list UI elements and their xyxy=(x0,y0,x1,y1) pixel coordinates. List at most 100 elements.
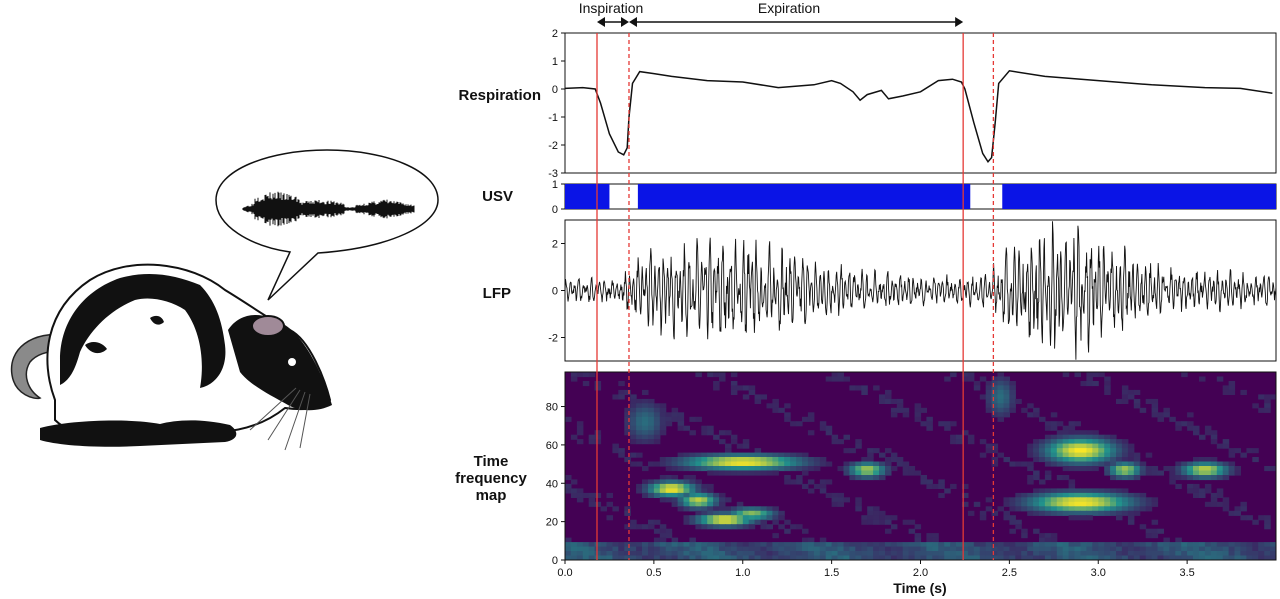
heatmap-cell xyxy=(1068,497,1076,503)
heatmap-cell xyxy=(659,528,667,534)
heatmap-cell xyxy=(594,546,602,552)
heatmap-cell xyxy=(1033,407,1040,413)
heatmap-cell xyxy=(713,510,720,516)
heatmap-cell xyxy=(1050,461,1058,467)
heatmap-cell xyxy=(648,492,655,498)
heatmap-cell xyxy=(944,551,951,557)
heatmap-cell xyxy=(648,551,655,557)
heatmap-cell xyxy=(653,542,661,548)
heatmap-cell xyxy=(707,492,714,498)
heatmap-cell xyxy=(748,452,756,458)
heatmap-cell xyxy=(754,398,762,404)
heatmap-cell xyxy=(926,542,933,548)
heatmap-cell xyxy=(707,452,714,458)
heatmap-cell xyxy=(1234,466,1241,472)
heatmap-cell xyxy=(1110,555,1117,560)
heatmap-cell xyxy=(914,546,922,552)
heatmap-cell xyxy=(1086,492,1093,498)
heatmap-cell xyxy=(695,555,702,560)
heatmap-cell xyxy=(1157,412,1164,418)
heatmap-cell xyxy=(1015,398,1022,404)
heatmap-cell xyxy=(1110,457,1117,463)
heatmap-cell xyxy=(1003,515,1010,521)
heatmap-cell xyxy=(1181,461,1188,467)
heatmap-cell xyxy=(730,515,738,521)
heatmap-cell xyxy=(967,555,975,560)
heatmap-cell xyxy=(1116,542,1123,548)
heatmap-cell xyxy=(1121,497,1129,503)
heatmap-cell xyxy=(1240,452,1247,458)
heatmap-cell xyxy=(1240,506,1247,512)
heatmap-cell xyxy=(1009,385,1016,391)
heatmap-cell xyxy=(1039,439,1046,445)
heatmap-cell xyxy=(1228,448,1236,454)
heatmap-cell xyxy=(1210,461,1218,467)
heatmap-cell xyxy=(1056,555,1064,560)
heatmap-cell xyxy=(1050,488,1058,494)
heatmap-cell xyxy=(1110,501,1117,507)
heatmap-cell xyxy=(1210,555,1218,560)
heatmap-cell xyxy=(636,412,643,418)
heatmap-cell xyxy=(754,519,762,525)
heatmap-cell xyxy=(730,510,738,516)
heatmap-cell xyxy=(665,457,673,463)
heatmap-cell xyxy=(576,421,584,427)
heatmap-cell xyxy=(1187,475,1194,481)
heatmap-cell xyxy=(902,466,910,472)
heatmap-cell xyxy=(1074,497,1081,503)
heatmap-cell xyxy=(565,537,572,543)
respiration-panel: Respiration 210-1-2-3 xyxy=(458,28,1277,180)
heatmap-cell xyxy=(636,407,643,413)
heatmap-cell xyxy=(576,555,584,560)
heatmap-cell xyxy=(1252,448,1259,454)
heatmap-cell xyxy=(1092,555,1099,560)
heatmap-cell xyxy=(748,457,756,463)
x-axis-label: Time (s) xyxy=(893,580,946,596)
heatmap-cell xyxy=(1210,430,1218,436)
heatmap-cell xyxy=(1068,510,1076,516)
heatmap-cell xyxy=(772,398,779,404)
heatmap-cell xyxy=(636,425,643,431)
heatmap-cell xyxy=(1145,542,1153,548)
heatmap-cell xyxy=(653,519,661,525)
heatmap-cell xyxy=(742,515,750,521)
heatmap-cell xyxy=(962,555,969,560)
heatmap-cell xyxy=(819,551,827,557)
heatmap-cell xyxy=(1104,443,1111,449)
heatmap-cell xyxy=(1121,394,1129,400)
heatmap-cell xyxy=(1139,524,1147,530)
heatmap-cell xyxy=(1080,501,1087,507)
heatmap-cell xyxy=(630,403,637,409)
event-markers xyxy=(596,33,995,560)
heatmap-cell xyxy=(973,546,981,552)
heatmap-cell xyxy=(950,542,957,548)
heatmap-cell xyxy=(766,510,773,516)
heatmap-cell xyxy=(588,555,596,560)
heatmap-cell xyxy=(1110,461,1117,467)
heatmap-cell xyxy=(1204,546,1212,552)
heatmap-cell xyxy=(1027,497,1034,503)
heatmap-cell xyxy=(837,376,844,382)
heatmap-cell xyxy=(896,457,904,463)
heatmap-cell xyxy=(1068,492,1076,498)
heatmap-cell xyxy=(1003,403,1010,409)
heatmap-cell xyxy=(648,488,655,494)
heatmap-cell xyxy=(1056,448,1064,454)
expiration-label: Expiration xyxy=(758,0,820,16)
heatmap-cell xyxy=(1050,443,1058,449)
heatmap-cell xyxy=(772,457,779,463)
heatmap-cell xyxy=(653,488,661,494)
heatmap-cell xyxy=(1127,389,1135,395)
heatmap-cell xyxy=(1009,389,1016,395)
heatmap-cell xyxy=(570,479,578,485)
heatmap-cell xyxy=(1086,430,1093,436)
heatmap-cell xyxy=(985,497,993,503)
x-tick-label: 1.0 xyxy=(735,567,750,579)
heatmap-cell xyxy=(707,510,714,516)
heatmap-cell xyxy=(784,475,791,481)
heatmap-cell xyxy=(1181,551,1188,557)
heatmap-cell xyxy=(784,466,791,472)
heatmap-cell xyxy=(630,412,637,418)
heatmap-cell xyxy=(772,546,779,552)
heatmap-cell xyxy=(1127,555,1135,560)
